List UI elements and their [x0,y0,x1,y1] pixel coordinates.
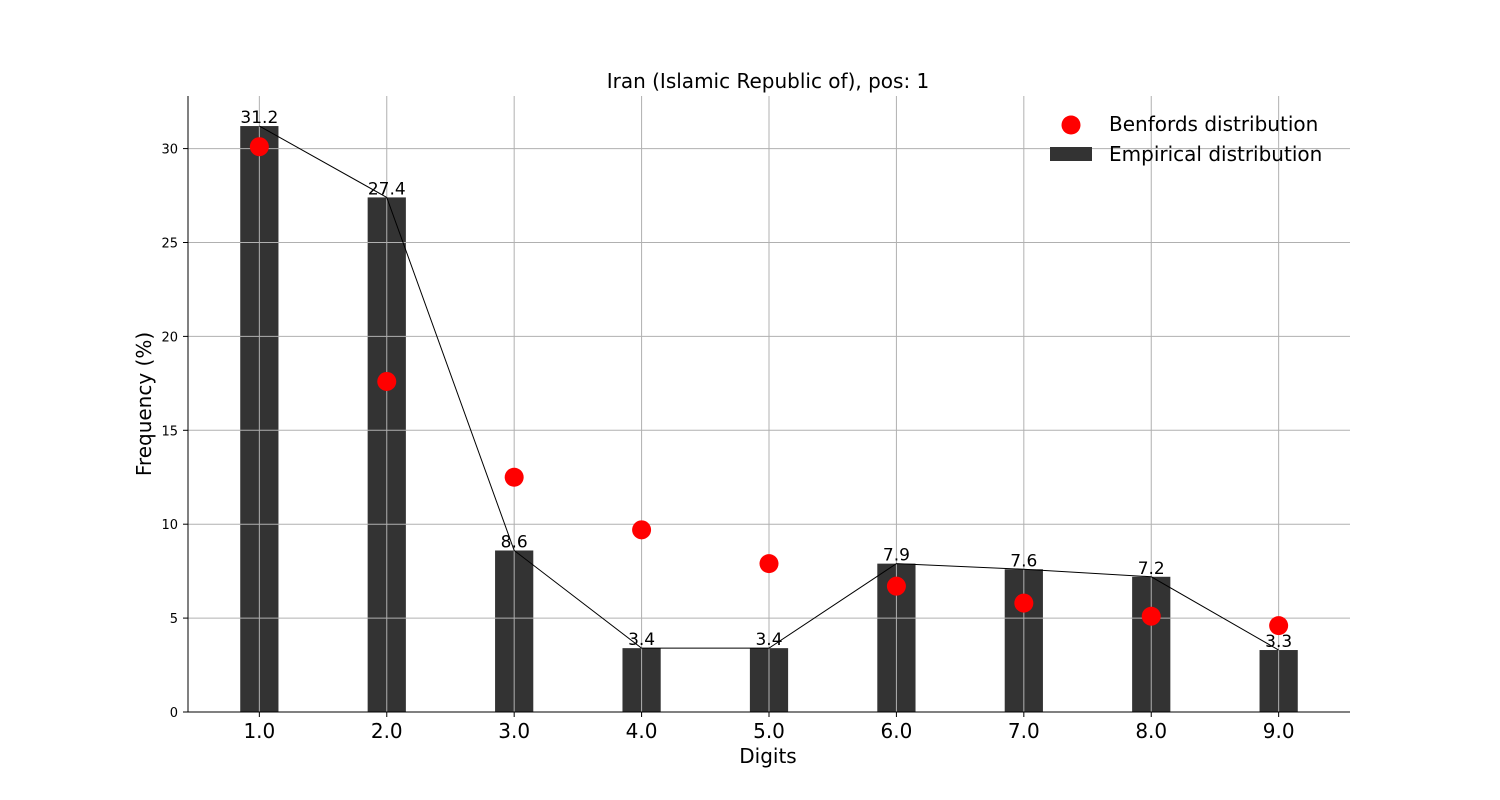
y-tick-label-5: 5 [170,612,178,627]
legend-empirical-marker [1050,147,1092,161]
y-tick-label-25: 25 [161,236,178,251]
legend-benford-marker [1061,115,1081,135]
point-benford-6.0 [886,576,906,596]
x-tick-label-7.0: 7.0 [1008,719,1040,743]
y-tick-label-15: 15 [161,424,178,439]
point-benford-8.0 [1141,606,1161,626]
bar-value-label-7.0: 7.6 [1010,551,1037,571]
bar-value-label-6.0: 7.9 [883,546,910,566]
bar-value-label-3.0: 8.6 [501,532,528,552]
x-tick-label-5.0: 5.0 [753,719,785,743]
bar-value-label-2.0: 27.4 [368,179,406,199]
benford-points [249,137,1289,636]
bar-value-label-8.0: 7.2 [1138,559,1165,579]
connector-line [259,125,1279,651]
bar-value-label-4.0: 3.4 [628,630,655,650]
point-benford-4.0 [632,520,652,540]
y-tick-label-0: 0 [170,706,178,721]
x-tick-label-8.0: 8.0 [1135,719,1167,743]
legend: Benfords distribution Empirical distribu… [1050,112,1322,166]
x-tick-label-9.0: 9.0 [1263,719,1295,743]
y-axis-label: Frequency (%) [132,332,156,476]
x-tick-label-2.0: 2.0 [371,719,403,743]
point-benford-7.0 [1014,593,1034,613]
legend-empirical-label: Empirical distribution [1109,142,1322,166]
x-tick-label-6.0: 6.0 [881,719,913,743]
y-tick-label-20: 20 [161,330,178,345]
point-benford-9.0 [1269,616,1289,636]
x-tick-label-3.0: 3.0 [498,719,530,743]
bar-value-labels: 31.2 27.4 8.6 3.4 3.4 7.9 7.6 7.2 3.3 [240,108,1292,652]
x-tick-label-1.0: 1.0 [243,719,275,743]
bar-value-label-1.0: 31.2 [240,108,278,128]
x-axis-label: Digits [739,744,796,768]
x-tick-label-4.0: 4.0 [626,719,658,743]
grid-lines [188,96,1350,713]
bar-value-label-5.0: 3.4 [755,630,782,650]
empirical-connector-path [259,125,1279,651]
axes [183,96,1350,717]
y-tick-label-10: 10 [161,518,178,533]
point-benford-3.0 [504,467,524,487]
point-benford-2.0 [377,371,397,391]
y-tick-label-30: 30 [161,143,178,158]
point-benford-5.0 [759,554,779,574]
point-benford-1.0 [249,137,269,157]
legend-benford-label: Benfords distribution [1109,112,1318,136]
tick-labels: 1.0 2.0 3.0 4.0 5.0 6.0 7.0 8.0 9.0 0 5 10 15 20 25 30 [161,143,1294,743]
chart-title: Iran (Islamic Republic of), pos: 1 [607,69,930,93]
bar-value-label-9.0: 3.3 [1265,632,1292,652]
